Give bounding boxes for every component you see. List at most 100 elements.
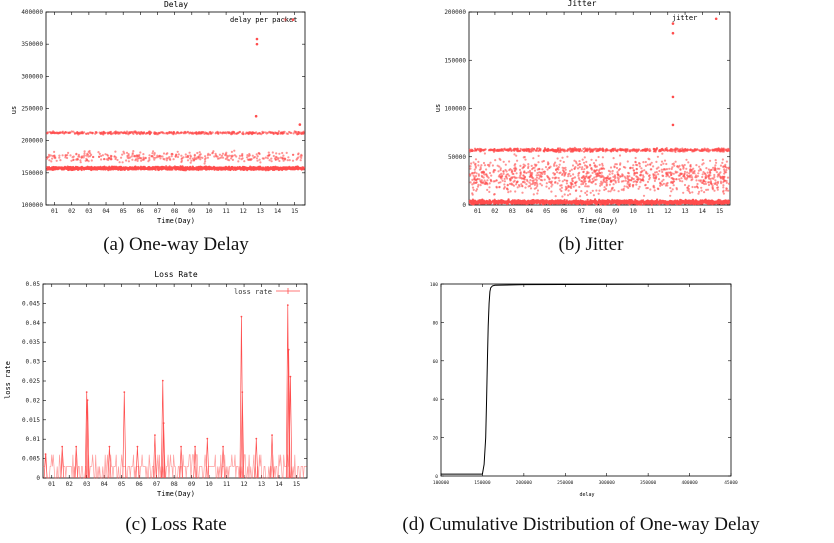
data-point	[138, 166, 141, 169]
data-point	[580, 190, 583, 193]
data-point	[632, 177, 635, 181]
data-point	[224, 157, 227, 160]
data-point	[230, 157, 233, 160]
data-point	[69, 165, 72, 169]
data-points	[468, 17, 731, 206]
data-point	[156, 165, 160, 168]
data-point	[142, 157, 145, 160]
data-point	[581, 166, 584, 169]
data-point	[98, 152, 101, 155]
data-point	[593, 170, 596, 173]
data-point	[46, 156, 49, 159]
data-point	[191, 157, 194, 160]
data-point	[546, 176, 550, 179]
data-point	[476, 185, 480, 188]
data-point	[675, 203, 679, 206]
data-point	[714, 179, 717, 182]
data-point	[555, 164, 558, 167]
data-point	[193, 156, 196, 159]
y-tick-label: 100000	[444, 106, 466, 113]
data-point	[123, 152, 126, 155]
data-point	[715, 171, 719, 174]
data-point	[669, 171, 672, 175]
data-point	[661, 199, 664, 202]
data-point	[244, 167, 247, 170]
data-point	[538, 171, 541, 174]
data-point	[690, 179, 693, 182]
data-point	[595, 199, 598, 203]
data-point	[708, 181, 711, 184]
data-point	[676, 165, 679, 168]
data-point	[727, 167, 731, 170]
data-point	[507, 198, 510, 201]
data-point	[492, 170, 495, 173]
data-point	[83, 154, 86, 157]
data-point	[469, 167, 472, 170]
data-point	[170, 155, 173, 158]
data-point	[225, 154, 228, 157]
data-point	[532, 181, 535, 184]
data-point	[146, 132, 149, 135]
chart-title: Loss Rate	[154, 270, 198, 279]
data-point	[262, 167, 265, 170]
data-point	[270, 157, 273, 160]
data-point	[59, 167, 62, 170]
data-point	[607, 169, 611, 172]
data-point	[531, 168, 534, 171]
data-point	[84, 166, 87, 169]
data-point	[608, 183, 612, 186]
data-point	[272, 154, 275, 158]
data-point	[647, 174, 651, 178]
data-point	[238, 166, 241, 169]
data-point	[621, 175, 624, 178]
data-point	[642, 199, 645, 202]
data-point	[624, 179, 627, 182]
data-point	[488, 171, 492, 175]
data-point	[85, 132, 88, 135]
data-point	[515, 183, 518, 186]
data-point	[561, 172, 564, 175]
data-point	[515, 172, 518, 175]
data-point	[162, 166, 165, 169]
data-point	[77, 153, 80, 156]
data-point	[609, 202, 612, 205]
data-point	[297, 156, 300, 159]
data-point	[195, 132, 198, 135]
legend-label: loss rate	[234, 288, 272, 296]
data-point	[661, 152, 664, 155]
x-axis-label: Time(Day)	[157, 490, 195, 498]
data-point	[551, 200, 554, 203]
data-point	[699, 169, 703, 172]
data-point	[611, 201, 615, 204]
data-point	[707, 183, 711, 187]
data-point	[574, 166, 577, 169]
x-tick-label: 06	[560, 208, 568, 215]
data-point	[594, 183, 597, 186]
data-point	[668, 202, 671, 205]
data-point	[165, 131, 168, 135]
data-point	[482, 182, 485, 185]
data-point	[656, 187, 660, 190]
x-tick-label: 06	[137, 208, 145, 215]
data-point	[243, 160, 246, 163]
data-point	[672, 202, 676, 205]
data-point	[233, 132, 236, 135]
data-point	[471, 171, 474, 175]
data-point	[514, 190, 517, 193]
data-point	[612, 175, 615, 178]
data-point	[475, 172, 478, 175]
data-point	[725, 181, 728, 184]
data-point	[638, 162, 641, 165]
data-point	[142, 131, 145, 134]
data-point	[585, 175, 588, 178]
data-point	[607, 190, 610, 193]
data-point	[686, 189, 689, 192]
data-point	[575, 197, 578, 200]
data-point	[568, 172, 571, 175]
data-point	[553, 164, 556, 167]
x-tick-label: 15	[716, 208, 724, 215]
data-point	[131, 158, 134, 161]
data-point	[477, 183, 480, 186]
data-point	[58, 156, 61, 159]
data-point	[558, 199, 561, 202]
